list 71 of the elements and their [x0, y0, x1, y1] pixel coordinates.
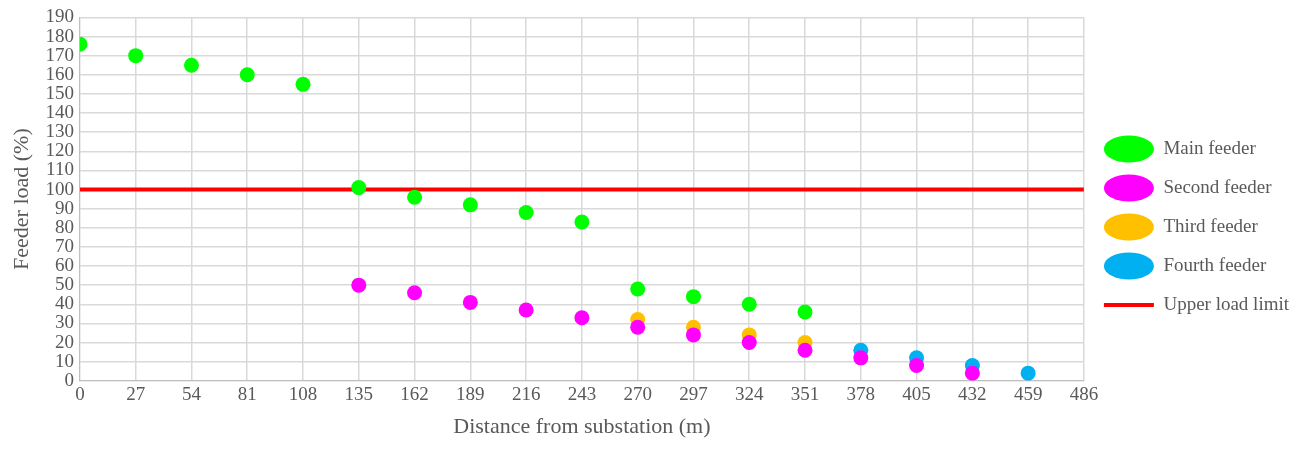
x-tick-label: 459 [1013, 383, 1043, 405]
y-tick-label: 10 [54, 349, 74, 371]
x-tick-label: 270 [623, 383, 652, 405]
x-tick-label: 135 [344, 383, 374, 405]
point [351, 277, 367, 293]
x-tick-label: 81 [237, 383, 257, 405]
point [351, 180, 367, 196]
point [1020, 365, 1036, 381]
x-axis-title: Distance from substation (m) [453, 412, 711, 438]
x-tick-label: 486 [1069, 383, 1099, 405]
x-tick-label: 189 [456, 383, 485, 405]
point [630, 281, 646, 297]
x-tick-label: 324 [734, 383, 764, 405]
x-tick-label: 216 [511, 383, 541, 405]
y-tick-label: 30 [54, 311, 74, 333]
x-tick-label: 351 [790, 383, 820, 405]
legend-label: Third feeder [1163, 214, 1259, 236]
y-tick-label: 70 [54, 234, 74, 256]
legend-label: Main feeder [1163, 136, 1257, 158]
point [964, 365, 980, 381]
y-tick-label: 160 [45, 62, 74, 84]
y-tick-label: 110 [46, 158, 74, 180]
y-tick-label: 20 [54, 330, 74, 352]
y-tick-label: 100 [45, 177, 74, 199]
y-tick-label: 50 [54, 273, 74, 295]
x-tick-label: 432 [958, 383, 987, 405]
point [128, 48, 144, 64]
point [685, 327, 701, 343]
y-axis-title: Feeder load (%) [7, 128, 33, 270]
y-tick-label: 80 [54, 215, 74, 237]
point [462, 294, 478, 310]
point [853, 350, 869, 366]
point [407, 189, 423, 205]
x-tick-label: 378 [846, 383, 876, 405]
point [295, 76, 311, 92]
point [909, 358, 925, 373]
point [518, 302, 534, 318]
y-tick-label: 40 [54, 292, 74, 314]
y-tick-label: 120 [45, 139, 74, 161]
point [239, 67, 255, 83]
x-tick-label: 405 [902, 383, 931, 405]
x-tick-label: 243 [567, 383, 597, 405]
y-tick-label: 170 [45, 43, 74, 65]
x-tick-label: 27 [126, 383, 146, 405]
point [462, 197, 478, 213]
y-tick-label: 140 [45, 101, 74, 123]
point [797, 342, 813, 358]
legend-label: Upper load limit [1163, 292, 1290, 314]
x-tick-label: 108 [288, 383, 318, 405]
y-tick-label: 180 [45, 24, 74, 46]
point [741, 335, 757, 351]
point [630, 319, 646, 335]
point [574, 310, 590, 326]
point [741, 296, 757, 312]
legend-label: Second feeder [1163, 175, 1273, 197]
point [183, 57, 199, 73]
y-tick-label: 0 [64, 368, 74, 390]
point [574, 214, 590, 230]
y-tick-label: 90 [54, 196, 74, 218]
point [797, 304, 813, 320]
legend-label: Fourth feeder [1163, 253, 1267, 275]
point [407, 285, 423, 301]
y-tick-label: 150 [45, 81, 74, 103]
x-tick-label: 297 [679, 383, 708, 405]
x-tick-label: 54 [181, 383, 202, 405]
y-tick-label: 130 [45, 120, 74, 142]
y-tick-label: 60 [54, 254, 74, 276]
x-tick-label: 162 [400, 383, 429, 405]
y-tick-label: 190 [45, 5, 74, 27]
point [518, 204, 534, 220]
point [685, 289, 701, 305]
